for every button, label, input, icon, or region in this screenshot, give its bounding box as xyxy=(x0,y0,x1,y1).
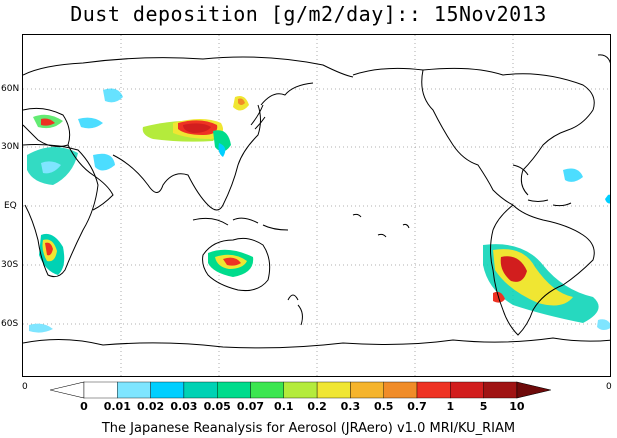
colorbar-cell xyxy=(383,381,418,399)
colorbar-tick-label: 0.1 xyxy=(274,400,294,413)
colorbar-left-arrow xyxy=(50,381,85,399)
map-title: Dust deposition [g/m2/day]:: 15Nov2013 xyxy=(70,2,547,26)
colorbar-cell xyxy=(83,381,118,399)
colorbar-tick-label: 0.03 xyxy=(170,400,198,413)
colorbar-tick-label: 1 xyxy=(446,400,455,413)
colorbar-cell xyxy=(183,381,218,399)
colorbar-cell xyxy=(250,381,284,399)
colorbar-cell xyxy=(483,381,518,399)
colorbar-cell xyxy=(316,381,351,399)
colorbar-tick-label: 0.07 xyxy=(236,400,265,413)
colorbar-cell xyxy=(117,381,151,399)
colorbar-tick-label: 0.7 xyxy=(407,400,427,413)
lat-label-60s: 60S xyxy=(1,319,19,329)
dust-deposition-shading xyxy=(27,88,610,333)
lat-label-30s: 30S xyxy=(1,260,19,270)
colorbar-cell xyxy=(350,381,384,399)
graticule xyxy=(23,35,610,376)
colorbar-cell xyxy=(150,381,185,399)
colorbar-cell xyxy=(450,381,484,399)
lat-label-eq: EQ xyxy=(4,201,17,211)
colorbar-tick-label: 5 xyxy=(479,400,488,413)
map-edge-zero-right: 0 xyxy=(606,382,612,392)
colorbar-tick-label: 0.2 xyxy=(307,400,327,413)
colorbar-cell xyxy=(283,381,318,399)
colorbar-right-arrow xyxy=(516,381,551,399)
colorbar-tick-label: 0.3 xyxy=(340,400,361,413)
colorbar-tick-label: 0.01 xyxy=(103,400,131,413)
colorbar-tick-label: 0 xyxy=(80,400,88,413)
world-map xyxy=(22,34,611,377)
map-edge-zero-left: 0 xyxy=(22,382,28,392)
colorbar-cell xyxy=(416,381,451,399)
lat-label-60n: 60N xyxy=(1,84,20,94)
colorbar-tick-label: 0.05 xyxy=(203,400,231,413)
colorbar-tick-label: 10 xyxy=(509,400,525,413)
colorbar-tick-label: 0.5 xyxy=(373,400,394,413)
footer-credit: The Japanese Reanalysis for Aerosol (JRA… xyxy=(101,421,516,436)
colorbar-cell xyxy=(216,381,251,399)
lat-label-30n: 30N xyxy=(1,142,20,152)
map-svg xyxy=(23,35,610,376)
colorbar xyxy=(50,381,551,399)
coastlines xyxy=(23,54,610,349)
colorbar-tick-label: 0.02 xyxy=(137,400,165,413)
